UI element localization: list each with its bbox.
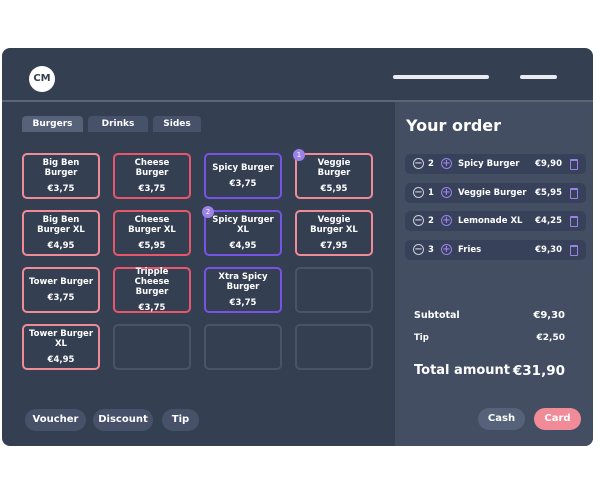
product-name: Cheese Burger <box>134 158 170 178</box>
tab[interactable]: Sides <box>153 116 201 132</box>
product-price: €4,95 <box>47 355 75 365</box>
order-item: −3 + Fries €9,30 <box>405 239 586 260</box>
product-name: Tripple Cheese Burger <box>134 267 170 297</box>
product-price: €3,75 <box>138 303 166 313</box>
order-item: −1 + Veggie Burger €5,95 <box>405 182 586 203</box>
product-price: €3,75 <box>229 298 257 308</box>
summary-label: Tip <box>414 333 429 343</box>
product-card[interactable]: Big Ben Burger XL €4,95 <box>22 210 100 256</box>
item-price: €9,90 <box>535 159 562 169</box>
header <box>2 48 593 102</box>
payment-button[interactable]: Card <box>534 408 581 430</box>
plus-button[interactable]: + <box>441 215 452 226</box>
quantity: 3 <box>428 244 434 255</box>
item-name: Fries <box>458 244 482 255</box>
order-item: −2 + Spicy Burger €9,90 <box>405 154 586 174</box>
quantity: 2 <box>428 159 434 169</box>
tab[interactable]: Burgers <box>22 116 83 132</box>
product-price: €4,95 <box>47 241 75 251</box>
summary-value: €31,90 <box>512 363 565 379</box>
quantity: 2 <box>428 216 434 226</box>
delete-button[interactable] <box>570 216 578 227</box>
product-card[interactable]: Tripple Cheese Burger €3,75 <box>113 267 191 313</box>
product-card[interactable]: Cheese Burger €3,75 <box>113 153 191 199</box>
item-price: €5,95 <box>535 187 562 198</box>
product-card[interactable]: Spicy Burger €3,75 <box>204 153 282 199</box>
minus-button[interactable]: − <box>413 243 424 255</box>
badge: 2 <box>202 206 214 218</box>
item-price: €9,30 <box>535 244 562 255</box>
minus-button[interactable]: − <box>413 215 424 226</box>
item-price: €4,25 <box>535 216 562 226</box>
product-price: €3,75 <box>229 179 257 189</box>
action-button[interactable]: Tip <box>162 409 199 431</box>
product-name: Tower Burger XL <box>28 329 94 349</box>
product-name: Tower Burger <box>28 277 94 287</box>
product-card[interactable]: Veggie Burger XL €7,95 <box>295 210 373 256</box>
product-name: Big Ben Burger <box>42 158 80 178</box>
product-price: €7,95 <box>320 241 348 251</box>
plus-button[interactable]: + <box>441 158 452 169</box>
nav-bar[interactable] <box>520 75 557 79</box>
product-card[interactable]: Veggie Burger €5,95 <box>295 153 373 199</box>
summary-label: Subtotal <box>414 310 460 321</box>
nav-bar[interactable] <box>393 75 489 79</box>
plus-button[interactable]: + <box>441 186 452 198</box>
product-price: €3,75 <box>138 184 166 194</box>
delete-button[interactable] <box>570 244 578 256</box>
product-price: €5,95 <box>320 184 348 194</box>
product-name: Veggie Burger <box>317 158 351 178</box>
summary-value: €2,50 <box>536 333 565 343</box>
delete-button[interactable] <box>570 159 578 170</box>
product-card[interactable]: Xtra Spicy Burger €3,75 <box>204 267 282 313</box>
empty-slot <box>295 267 373 313</box>
order-item: −2 + Lemonade XL €4,25 <box>405 211 586 231</box>
product-name: Veggie Burger XL <box>310 215 358 235</box>
action-button[interactable]: Discount <box>93 409 153 431</box>
product-price: €3,75 <box>47 293 75 303</box>
plus-button[interactable]: + <box>441 243 452 255</box>
product-name: Spicy Burger <box>212 163 274 173</box>
pos-app: CM Your order Burgers Drinks Sides Big Ben … <box>2 48 593 446</box>
logo[interactable]: CM <box>29 66 55 92</box>
item-name: Spicy Burger <box>458 159 520 169</box>
product-price: €5,95 <box>138 241 166 251</box>
product-name: Cheese Burger XL <box>128 215 176 235</box>
payment-button[interactable]: Cash <box>478 408 525 430</box>
item-name: Veggie Burger <box>458 187 527 198</box>
item-name: Lemonade XL <box>458 216 523 226</box>
order-title: Your order <box>406 116 502 135</box>
product-card[interactable]: Spicy Burger XL €4,95 <box>204 210 282 256</box>
minus-button[interactable]: − <box>413 158 424 169</box>
empty-slot <box>295 324 373 370</box>
quantity: 1 <box>428 187 434 198</box>
product-card[interactable]: Tower Burger XL €4,95 <box>22 324 100 370</box>
minus-button[interactable]: − <box>413 186 424 198</box>
product-price: €4,95 <box>229 241 257 251</box>
empty-slot <box>204 324 282 370</box>
product-name: Xtra Spicy Burger <box>218 272 268 292</box>
product-name: Spicy Burger XL <box>212 215 274 235</box>
product-card[interactable]: Tower Burger €3,75 <box>22 267 100 313</box>
empty-slot <box>113 324 191 370</box>
product-name: Big Ben Burger XL <box>37 215 85 235</box>
product-card[interactable]: Cheese Burger XL €5,95 <box>113 210 191 256</box>
product-price: €3,75 <box>47 184 75 194</box>
badge: 1 <box>293 149 305 161</box>
action-button[interactable]: Voucher <box>25 409 86 431</box>
summary-label: Total amount <box>414 363 511 378</box>
summary-value: €9,30 <box>533 310 565 321</box>
tab[interactable]: Drinks <box>88 116 148 132</box>
product-card[interactable]: Big Ben Burger €3,75 <box>22 153 100 199</box>
delete-button[interactable] <box>570 187 578 199</box>
